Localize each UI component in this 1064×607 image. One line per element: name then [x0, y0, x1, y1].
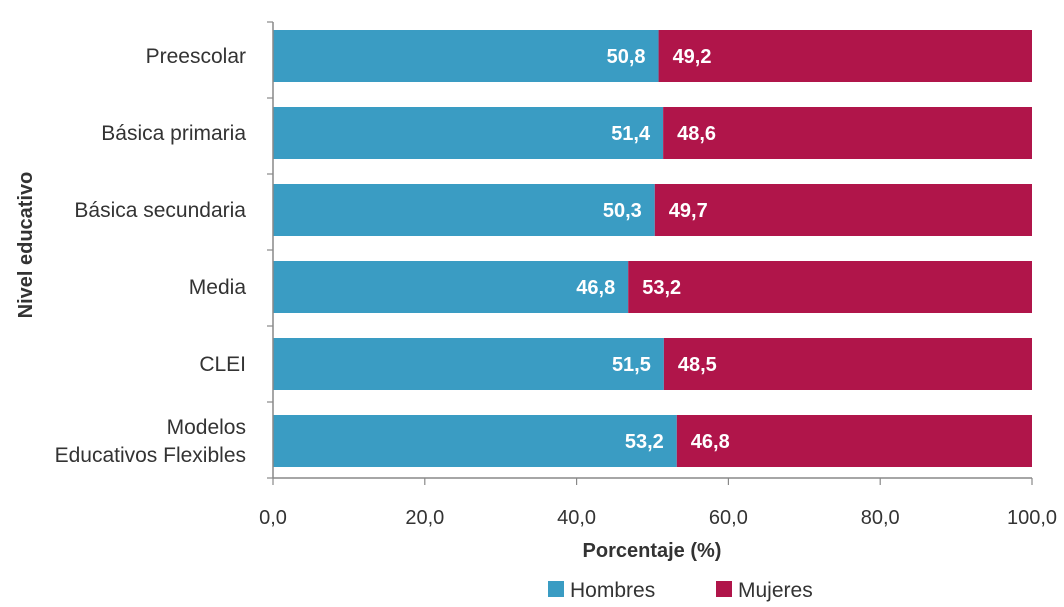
data-label-mujeres-3: 53,2 [642, 277, 681, 299]
data-label-hombres-4: 51,5 [612, 354, 651, 376]
category-label-5-line-1: Educativos Flexibles [55, 444, 246, 467]
category-label-0: Preescolar [146, 45, 246, 68]
axes: 0,0 20,0 40,0 60,0 80,0 100,0 [259, 21, 1057, 529]
category-label-1: Básica primaria [101, 122, 246, 145]
legend-label-mujeres: Mujeres [738, 579, 813, 602]
data-label-hombres-3: 46,8 [576, 277, 615, 299]
data-label-mujeres-2: 49,7 [669, 200, 708, 222]
legend-label-hombres: Hombres [570, 579, 655, 602]
bar-mujeres-4 [663, 338, 1032, 390]
category-label-5-line-0: Modelos [167, 416, 246, 439]
legend-swatch-mujeres [716, 581, 732, 597]
bar-mujeres-0 [658, 30, 1032, 82]
category-labels: Preescolar Básica primaria Básica secundar… [55, 45, 247, 467]
bar-hombres-5 [273, 415, 677, 467]
category-label-3: Media [189, 276, 247, 299]
bar-mujeres-3 [628, 261, 1032, 313]
data-label-hombres-2: 50,3 [603, 200, 642, 222]
bar-mujeres-2 [654, 184, 1032, 236]
bar-hombres-0 [273, 30, 659, 82]
y-axis-title: Nivel educativo [15, 172, 37, 319]
bar-hombres-3 [273, 261, 629, 313]
x-tick-label-1: 20,0 [405, 507, 444, 529]
x-tick-label-0: 0,0 [259, 507, 287, 529]
data-label-mujeres-0: 49,2 [673, 46, 712, 68]
data-label-hombres-0: 50,8 [607, 46, 646, 68]
bar-mujeres-1 [663, 107, 1032, 159]
legend-swatch-hombres [548, 581, 564, 597]
data-label-mujeres-4: 48,5 [678, 354, 717, 376]
x-tick-label-5: 100,0 [1007, 507, 1057, 529]
bar-hombres-4 [273, 338, 664, 390]
x-tick-label-4: 80,0 [861, 507, 900, 529]
data-label-mujeres-1: 48,6 [677, 123, 716, 145]
data-label-hombres-1: 51,4 [611, 123, 651, 145]
legend: Hombres Mujeres [548, 579, 813, 602]
x-tick-label-3: 60,0 [709, 507, 748, 529]
x-tick-label-2: 40,0 [557, 507, 596, 529]
data-label-mujeres-5: 46,8 [691, 431, 730, 453]
bar-hombres-2 [273, 184, 655, 236]
bar-hombres-1 [273, 107, 664, 159]
data-label-hombres-5: 53,2 [625, 431, 664, 453]
x-axis-title: Porcentaje (%) [583, 540, 722, 562]
bar-mujeres-5 [676, 415, 1032, 467]
bars-layer: 50,8 49,2 51,4 48,6 50,3 49,7 46,8 53,2 51,5 48,5… [273, 30, 1032, 467]
category-label-2: Básica secundaria [74, 199, 246, 222]
category-label-4: CLEI [199, 353, 246, 376]
